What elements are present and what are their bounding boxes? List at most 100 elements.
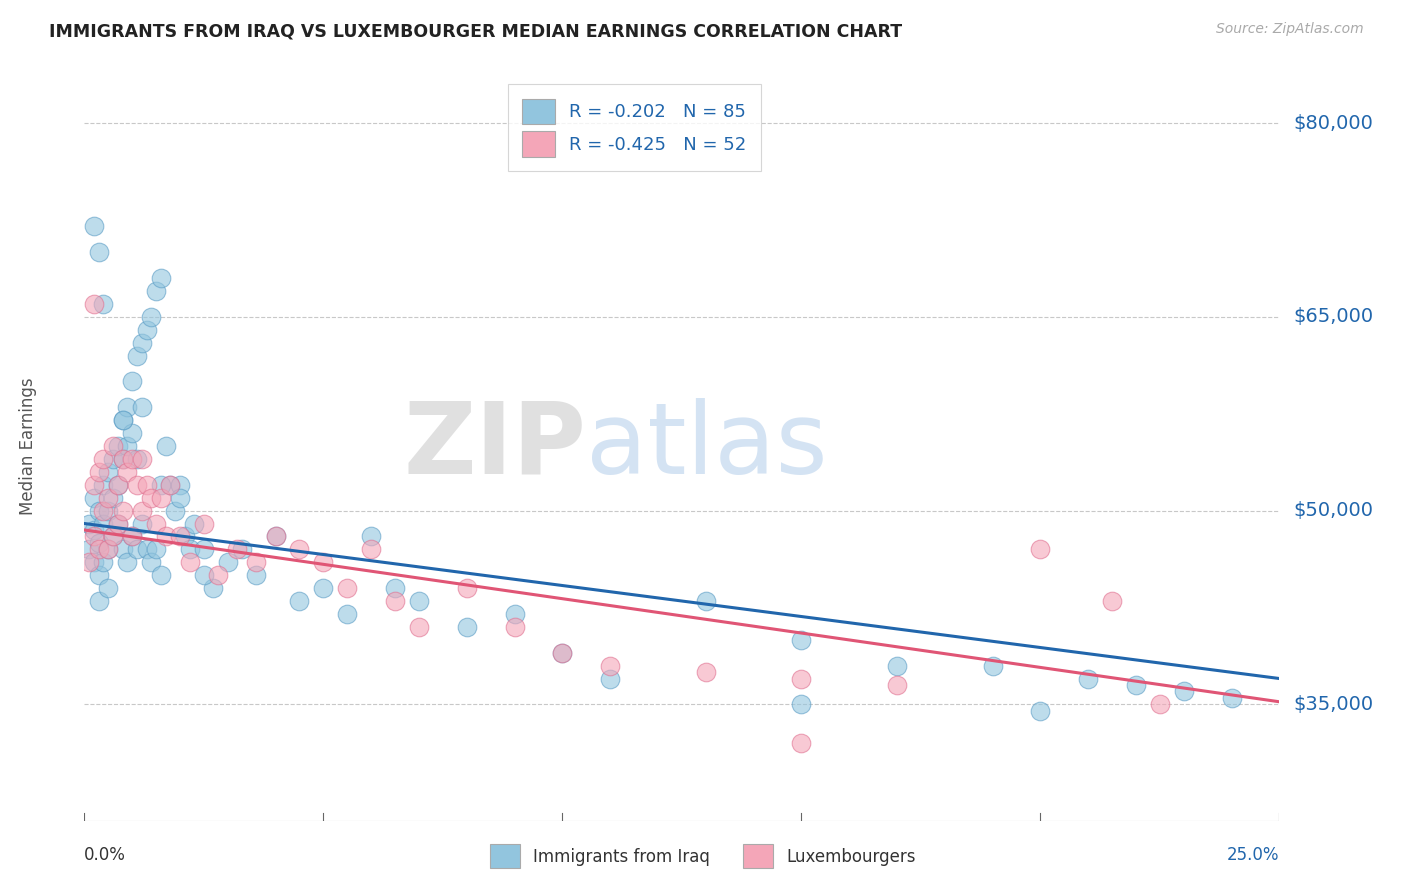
- Point: [125, 542, 148, 557]
- Text: $80,000: $80,000: [1294, 113, 1374, 133]
- Point: [131, 335, 153, 350]
- Point: [93, 503, 115, 517]
- Point: [264, 529, 287, 543]
- Point: [1173, 684, 1195, 698]
- Point: [245, 555, 267, 569]
- Point: [217, 555, 239, 569]
- Point: [159, 477, 181, 491]
- Point: [101, 491, 124, 505]
- Point: [179, 555, 201, 569]
- Point: [125, 451, 148, 466]
- Text: $50,000: $50,000: [1294, 501, 1374, 520]
- Point: [207, 568, 229, 582]
- Point: [101, 451, 124, 466]
- Point: [107, 516, 129, 531]
- Point: [456, 620, 478, 634]
- Point: [97, 542, 120, 557]
- Point: [125, 477, 148, 491]
- Point: [193, 542, 215, 557]
- Point: [131, 401, 153, 415]
- Point: [87, 465, 110, 479]
- Point: [503, 607, 526, 621]
- Point: [790, 736, 813, 750]
- Point: [336, 581, 359, 595]
- Point: [121, 426, 143, 441]
- Point: [149, 477, 172, 491]
- Point: [111, 413, 134, 427]
- Point: [111, 542, 134, 557]
- Point: [121, 375, 143, 389]
- Point: [336, 607, 359, 621]
- Point: [149, 491, 172, 505]
- Point: [173, 529, 195, 543]
- Point: [93, 297, 115, 311]
- Point: [131, 451, 153, 466]
- Point: [87, 568, 110, 582]
- Point: [165, 503, 187, 517]
- Point: [117, 439, 139, 453]
- Point: [159, 477, 181, 491]
- Point: [97, 542, 120, 557]
- Point: [121, 451, 143, 466]
- Point: [790, 672, 813, 686]
- Point: [77, 542, 100, 557]
- Point: [312, 555, 335, 569]
- Point: [135, 323, 157, 337]
- Point: [87, 542, 110, 557]
- Point: [1101, 594, 1123, 608]
- Point: [83, 297, 105, 311]
- Point: [264, 529, 287, 543]
- Point: [1125, 678, 1147, 692]
- Point: [202, 581, 225, 595]
- Point: [155, 529, 177, 543]
- Point: [456, 581, 478, 595]
- Point: [169, 491, 191, 505]
- Point: [117, 401, 139, 415]
- Point: [551, 646, 574, 660]
- Point: [97, 581, 120, 595]
- Text: Median Earnings: Median Earnings: [18, 377, 37, 515]
- Point: [111, 503, 134, 517]
- Point: [101, 439, 124, 453]
- Point: [408, 620, 430, 634]
- Point: [135, 477, 157, 491]
- Point: [288, 542, 311, 557]
- Legend: R = -0.202   N = 85, R = -0.425   N = 52: R = -0.202 N = 85, R = -0.425 N = 52: [508, 84, 761, 171]
- Point: [131, 503, 153, 517]
- Point: [111, 413, 134, 427]
- Point: [886, 678, 908, 692]
- Point: [155, 439, 177, 453]
- Point: [149, 568, 172, 582]
- Point: [193, 516, 215, 531]
- Point: [93, 451, 115, 466]
- Point: [288, 594, 311, 608]
- Text: $35,000: $35,000: [1294, 695, 1374, 714]
- Point: [790, 698, 813, 712]
- Point: [312, 581, 335, 595]
- Point: [107, 477, 129, 491]
- Text: 25.0%: 25.0%: [1227, 847, 1279, 864]
- Point: [886, 658, 908, 673]
- Point: [1149, 698, 1171, 712]
- Point: [83, 523, 105, 537]
- Point: [131, 516, 153, 531]
- Point: [97, 465, 120, 479]
- Point: [111, 451, 134, 466]
- Text: atlas: atlas: [586, 398, 828, 494]
- Point: [145, 542, 167, 557]
- Point: [93, 516, 115, 531]
- Text: 0.0%: 0.0%: [84, 847, 127, 864]
- Point: [226, 542, 249, 557]
- Point: [83, 529, 105, 543]
- Point: [551, 646, 574, 660]
- Point: [135, 542, 157, 557]
- Point: [121, 529, 143, 543]
- Point: [169, 529, 191, 543]
- Point: [97, 491, 120, 505]
- Point: [107, 516, 129, 531]
- Point: [93, 477, 115, 491]
- Point: [141, 555, 163, 569]
- Point: [87, 594, 110, 608]
- Point: [503, 620, 526, 634]
- Point: [107, 477, 129, 491]
